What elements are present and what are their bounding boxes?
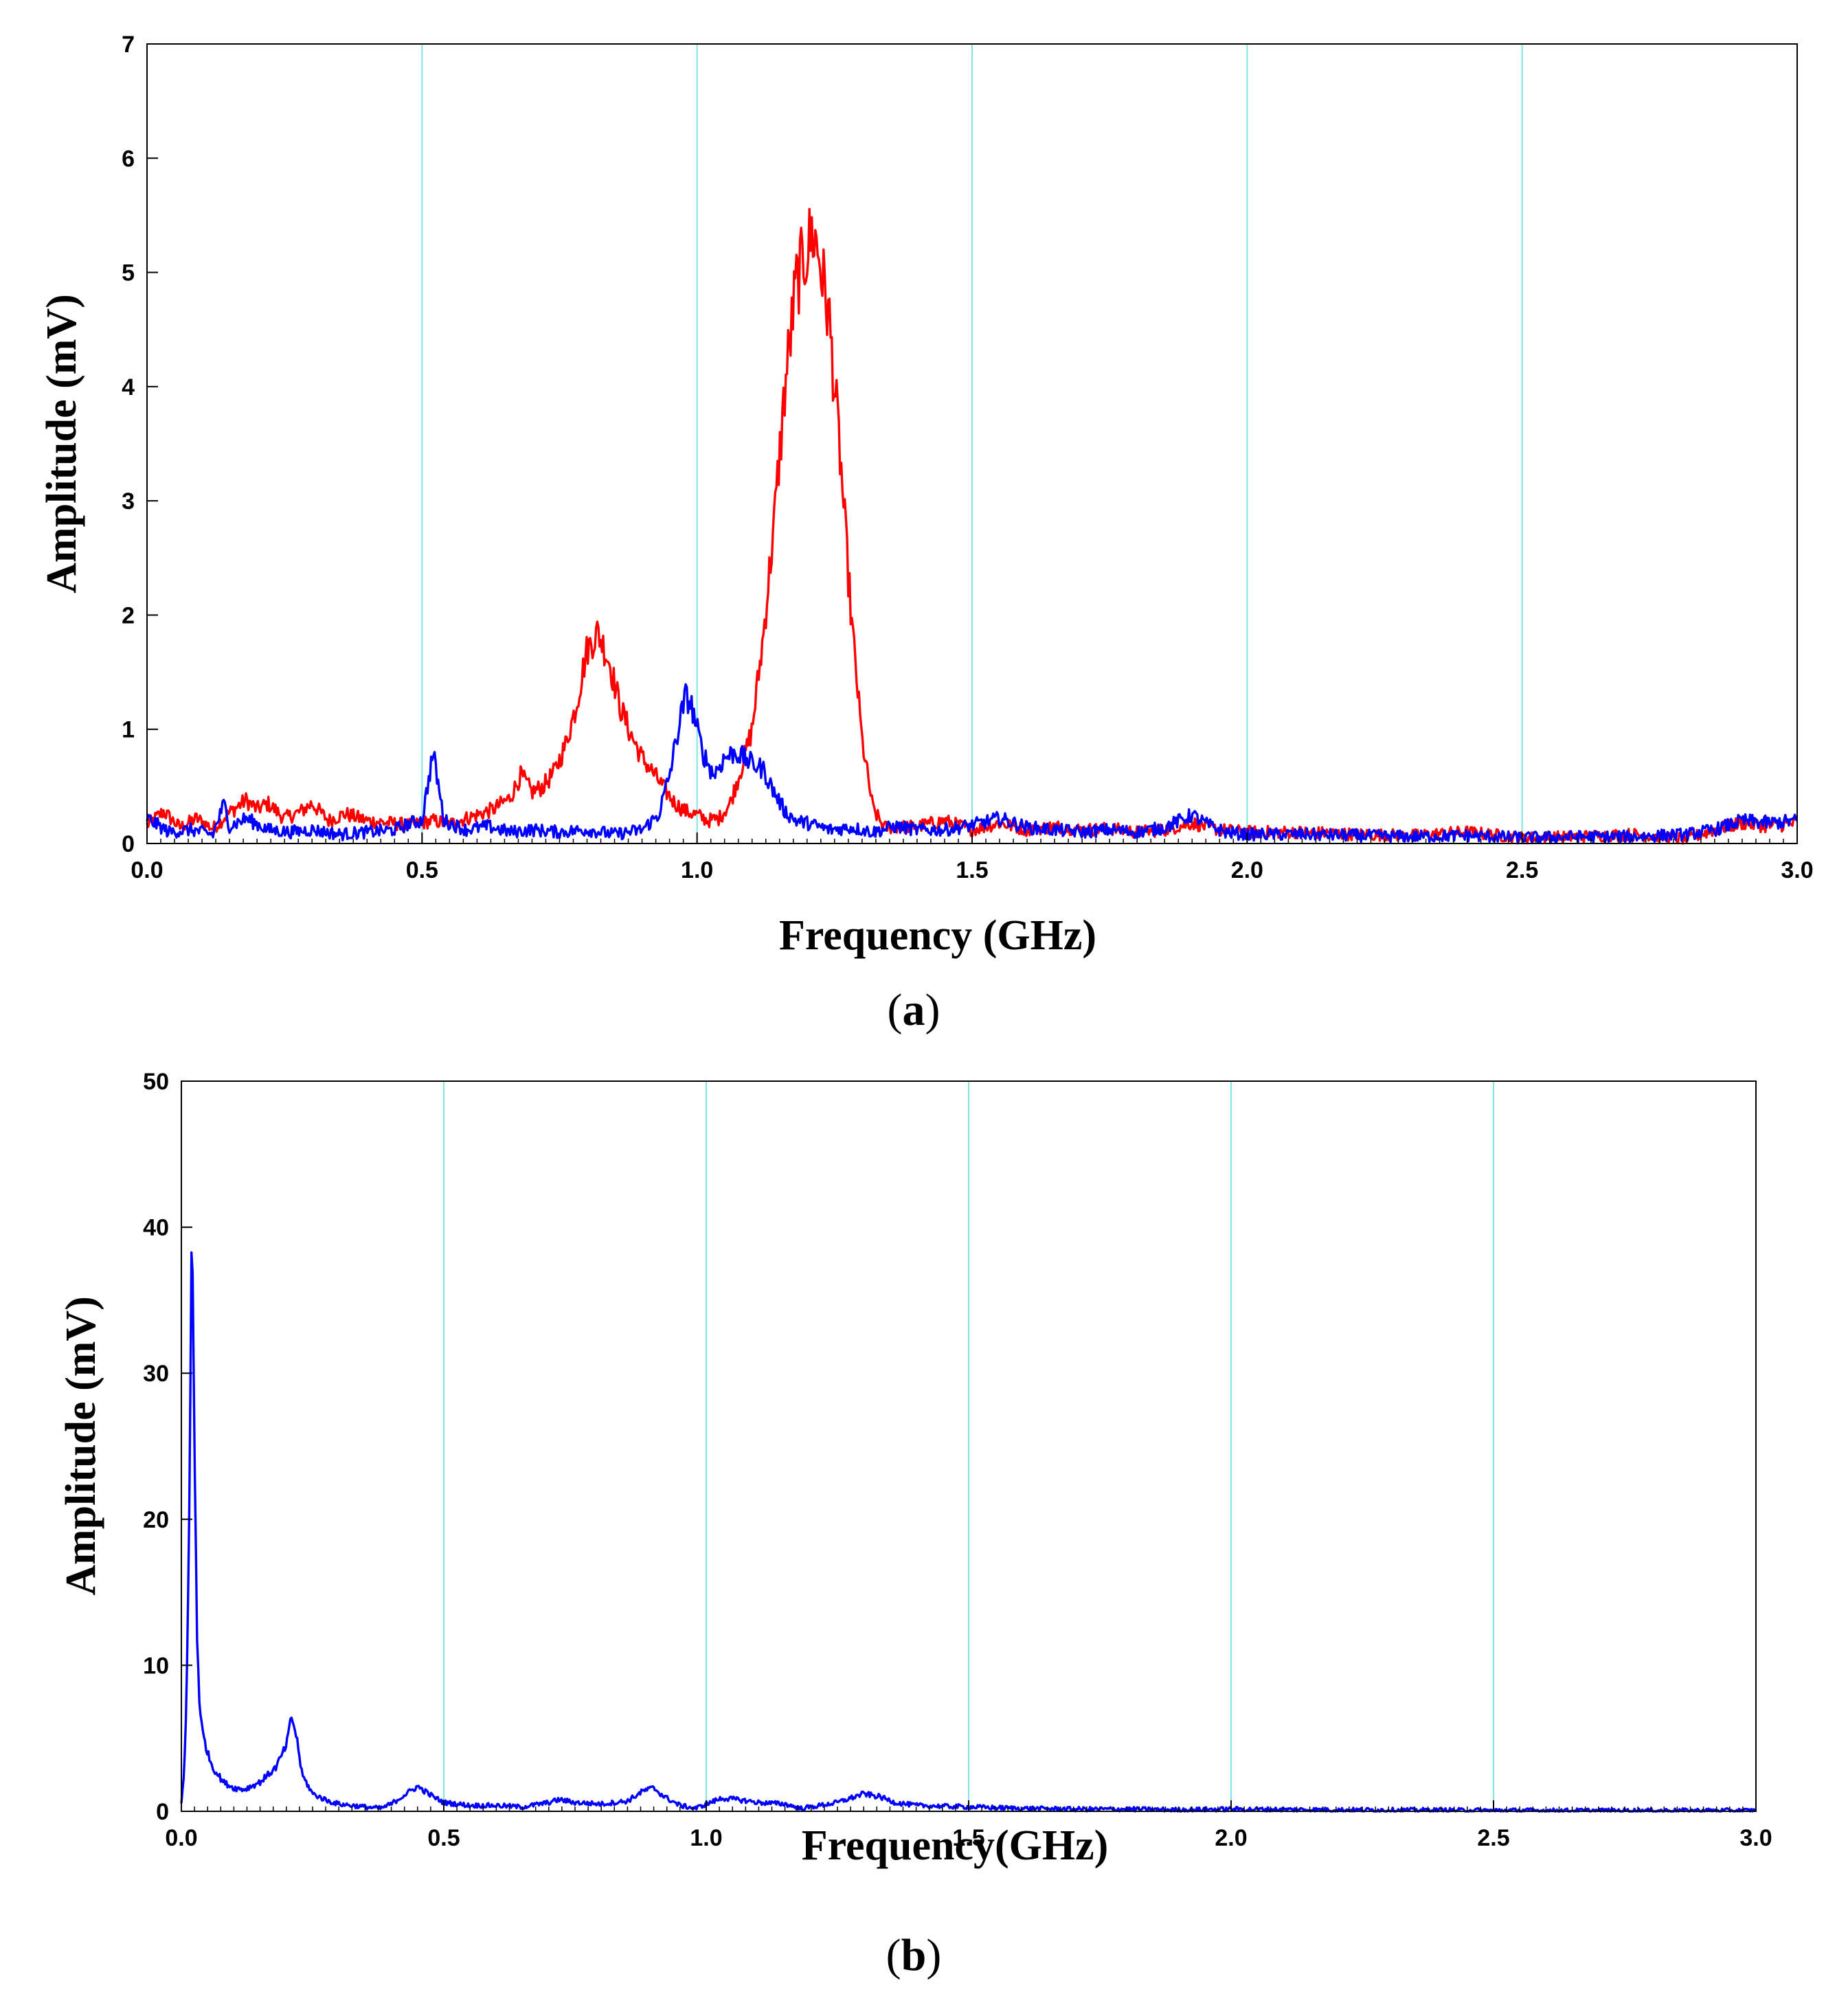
chart-b-ytick-label-1: 10 <box>143 1653 169 1679</box>
chart-a-ytick-label-7: 7 <box>122 32 135 58</box>
chart-b-xtick-label-6: 3.0 <box>1739 1825 1772 1851</box>
chart-b-panel-letter: b <box>901 1930 927 1980</box>
chart-a-panel-label: (a) <box>888 985 940 1035</box>
chart-b-xlabel: Frequency(GHz) <box>802 1822 1109 1869</box>
chart-a-xticks: 0.0 0.5 1.0 1.5 2.0 2.5 3.0 <box>131 833 1814 883</box>
chart-b-yticks: 0 10 20 30 40 50 <box>143 1069 192 1825</box>
chart-a-ytick-label-4: 4 <box>122 374 135 400</box>
chart-a-xtick-label-1: 0.5 <box>406 857 438 883</box>
chart-a-xtick-label-3: 1.5 <box>956 857 988 883</box>
chart-a-xtick-label-0: 0.0 <box>131 857 163 883</box>
chart-a-xtick-label-4: 2.0 <box>1231 857 1263 883</box>
chart-b-panel-label: (b) <box>886 1930 942 1980</box>
chart-b-ytick-label-3: 30 <box>143 1361 169 1387</box>
chart-b-gridlines <box>443 1081 1494 1811</box>
chart-a-ytick-label-3: 3 <box>122 488 135 514</box>
chart-b-xtick-label-4: 2.0 <box>1215 1825 1247 1851</box>
chart-a-xtick-label-5: 2.5 <box>1506 857 1538 883</box>
chart-b-ytick-label-4: 40 <box>143 1215 169 1241</box>
chart-a-gridlines <box>421 44 1523 843</box>
chart-b-xticks: 0.0 0.5 1.0 1.5 2.0 2.5 3.0 <box>165 1800 1772 1851</box>
chart-a-yticks: 0 1 2 3 4 5 6 7 <box>122 32 158 857</box>
chart-b-ytick-label-2: 20 <box>143 1507 169 1533</box>
chart-a-xtick-label-6: 3.0 <box>1781 857 1813 883</box>
chart-a-xtick-label-2: 1.0 <box>681 857 713 883</box>
chart-b-xtick-label-1: 0.5 <box>427 1825 460 1851</box>
chart-b-ytick-label-5: 50 <box>143 1069 169 1095</box>
chart-b-xtick-label-3: 1.5 <box>952 1825 984 1851</box>
chart-b-xtick-label-0: 0.0 <box>165 1825 197 1851</box>
chart-a-xlabel: Frequency (GHz) <box>779 912 1096 959</box>
chart-a-ytick-label-1: 1 <box>122 717 135 743</box>
chart-a: 0.0 0.5 1.0 1.5 2.0 2.5 3.0 0 1 2 3 4 5 6 7 Frequency… <box>38 32 1814 1035</box>
chart-a-panel-letter: a <box>903 985 925 1035</box>
chart-b: 0.0 0.5 1.0 1.5 2.0 2.5 3.0 0 10 20 30 40 50 Freque… <box>58 1069 1772 1980</box>
chart-a-ytick-label-6: 6 <box>122 146 135 172</box>
chart-a-ytick-label-0: 0 <box>122 831 135 857</box>
chart-a-ytick-label-2: 2 <box>122 602 135 628</box>
chart-b-xtick-label-5: 2.5 <box>1477 1825 1509 1851</box>
chart-a-ylabel: Amplitude (mV) <box>38 294 85 593</box>
chart-b-ylabel: Amplitude (mV) <box>58 1296 104 1596</box>
chart-a-ytick-label-5: 5 <box>122 260 135 286</box>
chart-b-xtick-label-2: 1.0 <box>690 1825 722 1851</box>
chart-b-ytick-label-0: 0 <box>156 1799 169 1825</box>
